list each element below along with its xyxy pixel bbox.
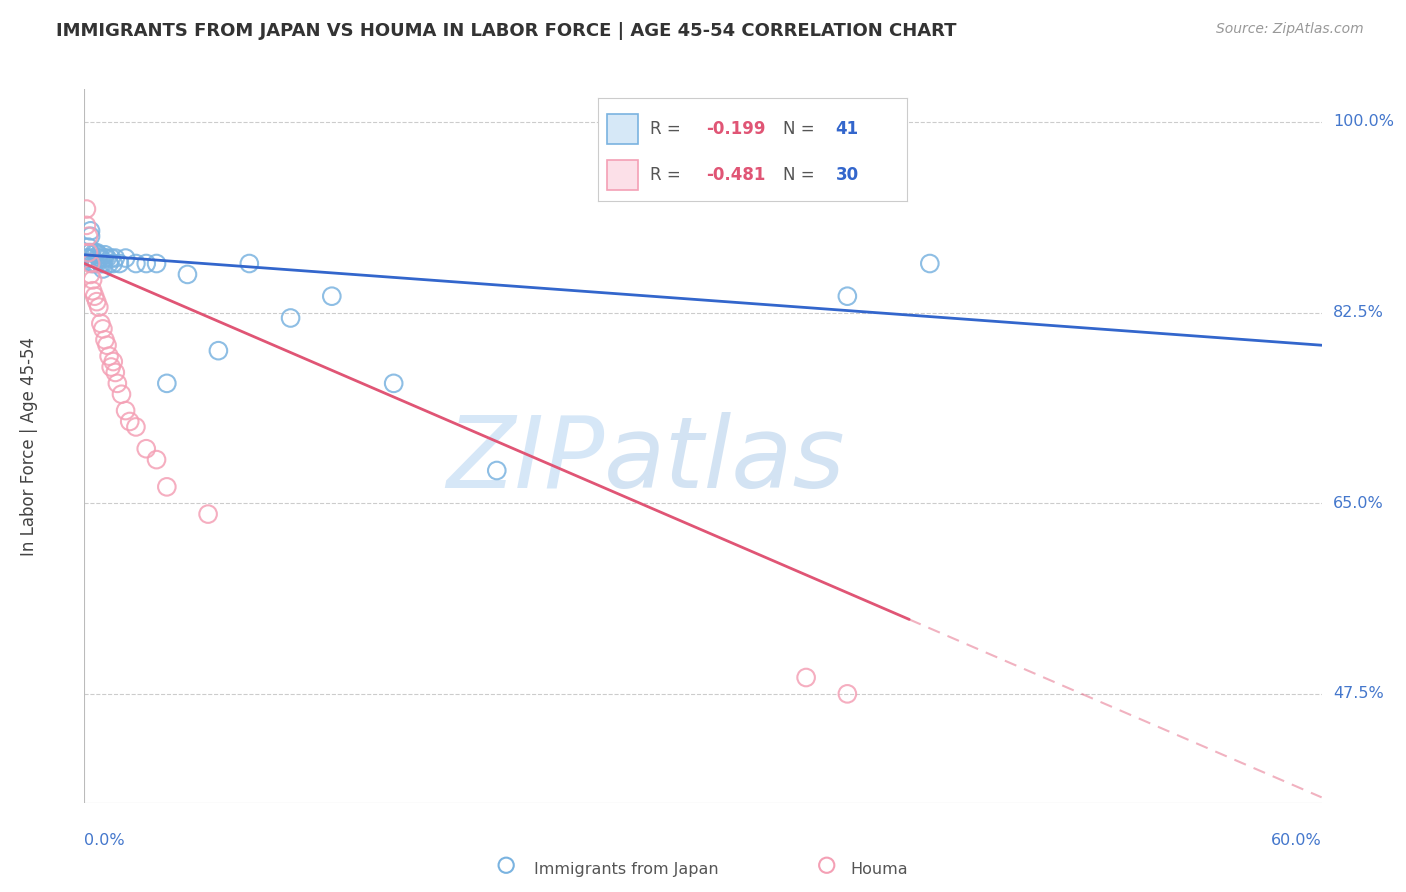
Point <box>108 256 131 270</box>
Point <box>114 403 136 417</box>
Point <box>105 376 128 391</box>
Point <box>90 256 112 270</box>
Text: 47.5%: 47.5% <box>1333 686 1384 701</box>
Point <box>114 251 136 265</box>
Point <box>86 294 108 309</box>
Point <box>77 245 100 260</box>
Point <box>75 219 97 233</box>
Point <box>145 452 167 467</box>
Point <box>118 415 141 429</box>
Point <box>75 251 97 265</box>
Point <box>837 289 859 303</box>
Text: In Labor Force | Age 45-54: In Labor Force | Age 45-54 <box>20 336 38 556</box>
Point <box>90 317 112 331</box>
Text: Houma: Houma <box>851 863 908 877</box>
Point <box>94 333 117 347</box>
Point <box>176 268 198 282</box>
Text: 60.0%: 60.0% <box>1271 833 1322 848</box>
Point <box>100 251 122 265</box>
Text: -0.199: -0.199 <box>706 120 765 138</box>
Point <box>100 359 122 374</box>
Point <box>82 256 104 270</box>
Point <box>86 245 108 260</box>
Point <box>82 251 104 265</box>
Point <box>82 273 104 287</box>
Point <box>75 245 97 260</box>
Text: IMMIGRANTS FROM JAPAN VS HOUMA IN LABOR FORCE | AGE 45-54 CORRELATION CHART: IMMIGRANTS FROM JAPAN VS HOUMA IN LABOR … <box>56 22 956 40</box>
Point <box>103 256 125 270</box>
Point <box>75 202 97 216</box>
Point <box>156 376 179 391</box>
Point <box>82 284 104 298</box>
Text: 100.0%: 100.0% <box>1333 114 1393 129</box>
Point <box>91 262 114 277</box>
Point <box>79 256 101 270</box>
Point <box>96 338 118 352</box>
Point <box>104 251 127 265</box>
Point <box>382 376 405 391</box>
Text: 65.0%: 65.0% <box>1333 496 1384 511</box>
Text: R =: R = <box>650 120 686 138</box>
Text: -0.481: -0.481 <box>706 166 765 184</box>
Point <box>837 687 859 701</box>
Point <box>280 310 302 325</box>
Point <box>87 251 110 265</box>
Text: R =: R = <box>650 166 686 184</box>
Point <box>815 858 838 872</box>
Point <box>918 256 941 270</box>
Text: 82.5%: 82.5% <box>1333 305 1384 320</box>
Point <box>207 343 229 358</box>
Point <box>87 300 110 314</box>
Point <box>91 256 114 270</box>
Point <box>98 256 121 270</box>
Text: N =: N = <box>783 120 820 138</box>
Point <box>77 229 100 244</box>
Point <box>77 251 100 265</box>
Point <box>90 251 112 265</box>
Point <box>94 248 117 262</box>
Text: 30: 30 <box>835 166 859 184</box>
Point <box>79 229 101 244</box>
Point <box>135 256 157 270</box>
Point <box>77 240 100 254</box>
Point <box>321 289 343 303</box>
Point <box>79 268 101 282</box>
Point <box>104 366 127 380</box>
Point <box>79 224 101 238</box>
Point <box>125 256 148 270</box>
Point <box>87 248 110 262</box>
Point <box>125 420 148 434</box>
Point <box>91 322 114 336</box>
Point <box>83 289 105 303</box>
Text: 41: 41 <box>835 120 859 138</box>
Text: Immigrants from Japan: Immigrants from Japan <box>534 863 718 877</box>
Text: ZIP: ZIP <box>446 412 605 508</box>
Point <box>238 256 260 270</box>
Text: 0.0%: 0.0% <box>84 833 125 848</box>
Point <box>485 463 508 477</box>
FancyBboxPatch shape <box>607 113 638 145</box>
Point <box>495 858 517 872</box>
Point <box>94 251 117 265</box>
Point <box>83 245 105 260</box>
Point <box>156 480 179 494</box>
Point <box>103 354 125 368</box>
Point <box>197 507 219 521</box>
Point <box>86 256 108 270</box>
Point <box>135 442 157 456</box>
Text: atlas: atlas <box>605 412 845 508</box>
Point <box>98 349 121 363</box>
Point <box>96 251 118 265</box>
Point <box>110 387 132 401</box>
Text: N =: N = <box>783 166 820 184</box>
Point <box>794 671 817 685</box>
Point <box>83 256 105 270</box>
FancyBboxPatch shape <box>607 160 638 190</box>
Point <box>79 245 101 260</box>
Text: Source: ZipAtlas.com: Source: ZipAtlas.com <box>1216 22 1364 37</box>
Point <box>145 256 167 270</box>
